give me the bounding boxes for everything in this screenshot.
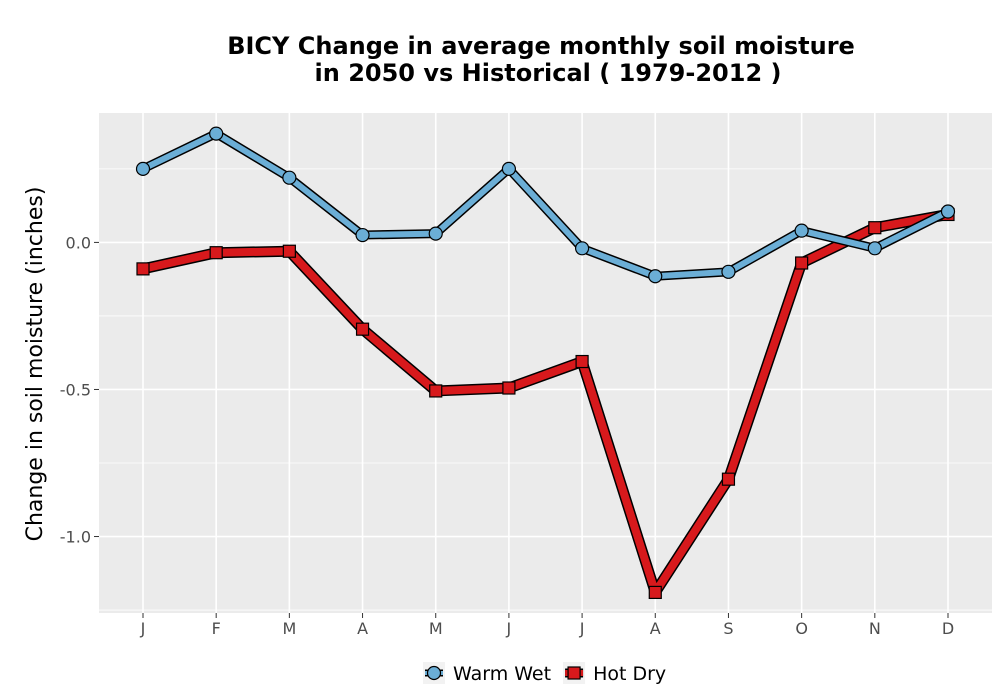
data-point	[575, 354, 589, 369]
x-tick-label: N	[869, 619, 881, 638]
data-point	[355, 322, 370, 336]
data-point	[136, 262, 150, 276]
data-point	[282, 244, 296, 258]
data-point	[209, 126, 224, 141]
data-point	[721, 472, 736, 486]
series-0	[135, 126, 956, 284]
data-point	[795, 256, 809, 270]
x-tick-label: D	[942, 619, 954, 638]
x-tick-label: J	[140, 619, 146, 638]
legend-item: Hot Dry	[563, 662, 666, 685]
data-point	[135, 161, 151, 176]
data-point	[502, 381, 516, 395]
series-1	[136, 207, 955, 600]
data-point	[282, 170, 297, 185]
y-tick-label: 0.0	[66, 233, 91, 252]
legend-label: Hot Dry	[593, 663, 666, 685]
x-tick-label: O	[795, 619, 808, 638]
series-line	[139, 210, 952, 597]
legend-key-marker	[567, 666, 581, 680]
data-point	[429, 384, 443, 398]
data-point	[868, 221, 882, 235]
data-point	[940, 204, 956, 219]
y-tick-label: -1.0	[60, 528, 91, 547]
grid-minor	[99, 168, 992, 611]
legend-key-marker	[426, 665, 442, 681]
y-axis: 0.0 -0.5 -1.0	[60, 233, 99, 547]
data-point	[428, 226, 443, 241]
x-tick-label: F	[212, 619, 221, 638]
data-point	[794, 223, 809, 238]
data-point	[501, 161, 517, 176]
chart-title: BICY Change in average monthly soil mois…	[227, 32, 855, 60]
y-tick-label: -0.5	[60, 380, 91, 399]
legend: Warm Wet Hot Dry	[423, 662, 666, 685]
chart-subtitle: in 2050 vs Historical ( 1979-2012 )	[315, 59, 782, 87]
legend-item: Warm Wet	[423, 662, 551, 685]
x-tick-label: J	[506, 619, 512, 638]
data-point	[721, 264, 736, 279]
data-point	[355, 227, 370, 243]
series-line	[140, 130, 951, 280]
y-axis-title: Change in soil moisture (inches)	[23, 187, 48, 542]
x-tick-label: A	[650, 619, 661, 638]
data-point	[209, 246, 223, 260]
data-point	[648, 269, 663, 284]
x-tick-label: J	[579, 619, 585, 638]
x-tick-label: M	[429, 619, 443, 638]
series-layer	[135, 126, 956, 600]
plot-panel	[99, 113, 992, 613]
x-tick-label: S	[723, 619, 733, 638]
x-tick-label: M	[282, 619, 296, 638]
legend-label: Warm Wet	[453, 663, 551, 685]
data-point	[648, 585, 662, 600]
data-point	[867, 241, 882, 256]
x-tick-label: A	[357, 619, 368, 638]
data-point	[574, 241, 590, 256]
